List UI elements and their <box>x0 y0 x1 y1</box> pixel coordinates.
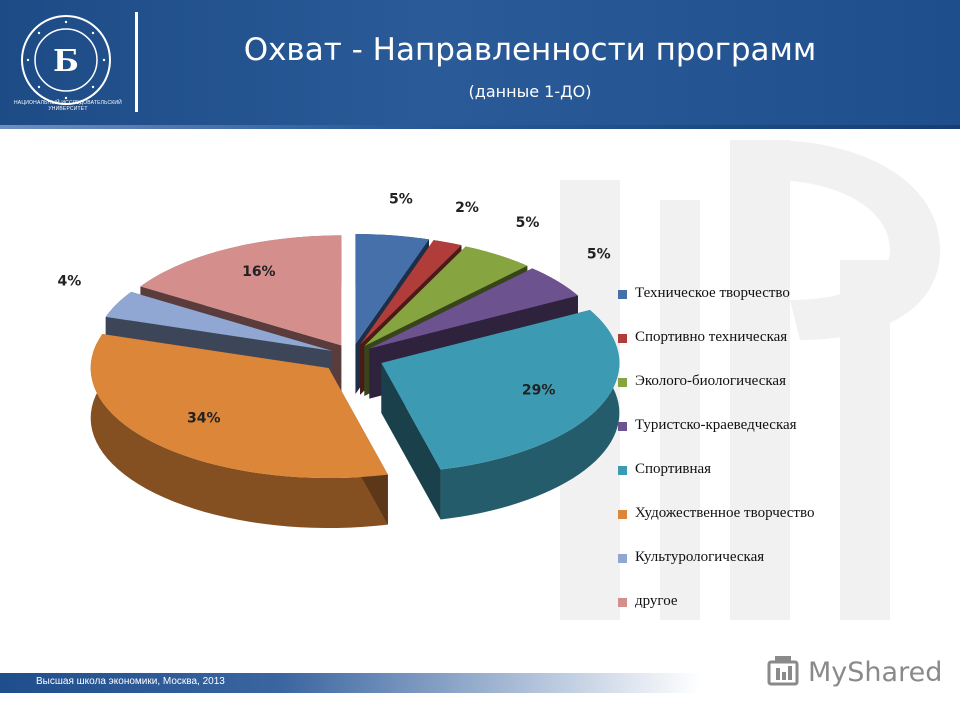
data-label: 5% <box>389 192 413 208</box>
legend-swatch <box>618 510 627 519</box>
legend-label: другое <box>635 593 678 609</box>
legend-label: Культурологическая <box>635 549 765 565</box>
legend-swatch <box>618 554 627 563</box>
legend-label: Спортивная <box>635 461 712 477</box>
pie-slice <box>381 309 620 470</box>
myshared-brand: MyShared <box>808 657 943 688</box>
pie-slice-side <box>440 309 620 520</box>
data-label: 29% <box>522 382 556 398</box>
legend-swatch <box>618 290 627 299</box>
pie-slice <box>90 334 388 479</box>
page-subtitle: (данные 1-ДО) <box>468 82 592 101</box>
pie-slice <box>369 268 578 349</box>
logo-caption: НАЦИОНАЛЬНЫЙ ИССЛЕДОВАТЕЛЬСКИЙ УНИВЕРСИТ… <box>14 100 122 112</box>
footer-bar <box>0 673 700 693</box>
legend-label: Спортивно техническая <box>635 329 788 345</box>
footer-text: Высшая школа экономики, Москва, 2013 <box>36 676 225 687</box>
data-label: 2% <box>455 200 479 216</box>
header-divider <box>135 12 138 112</box>
pie-slice <box>360 240 462 345</box>
pie-slice <box>355 234 429 345</box>
hse-logo-icon: Б <box>21 15 111 105</box>
data-label: 4% <box>57 274 81 290</box>
legend-label: Эколого-биологическая <box>635 373 786 389</box>
legend-swatch <box>618 334 627 343</box>
data-label: 34% <box>187 410 221 426</box>
header-bar <box>0 0 960 125</box>
svg-text:Б: Б <box>53 44 79 79</box>
legend-label: Туристско-краеведческая <box>635 417 797 433</box>
header-underline <box>0 125 960 129</box>
legend-label: Художественное творчество <box>635 505 815 521</box>
legend-swatch <box>618 598 627 607</box>
legend-swatch <box>618 466 627 475</box>
pie-slice-side <box>90 334 388 529</box>
data-label: 5% <box>516 215 540 231</box>
data-label: 16% <box>242 264 276 280</box>
data-label: 5% <box>587 246 611 262</box>
pie-slice <box>140 235 342 346</box>
legend-swatch <box>618 422 627 431</box>
legend-swatch <box>618 378 627 387</box>
pie-slice <box>364 246 528 346</box>
page-title: Охват - Направленности программ <box>243 32 817 68</box>
legend-label: Техническое творчество <box>635 285 790 301</box>
myshared-logo-icon <box>767 656 799 686</box>
pie-slice-edge <box>381 362 441 520</box>
pie-slice <box>105 291 333 351</box>
